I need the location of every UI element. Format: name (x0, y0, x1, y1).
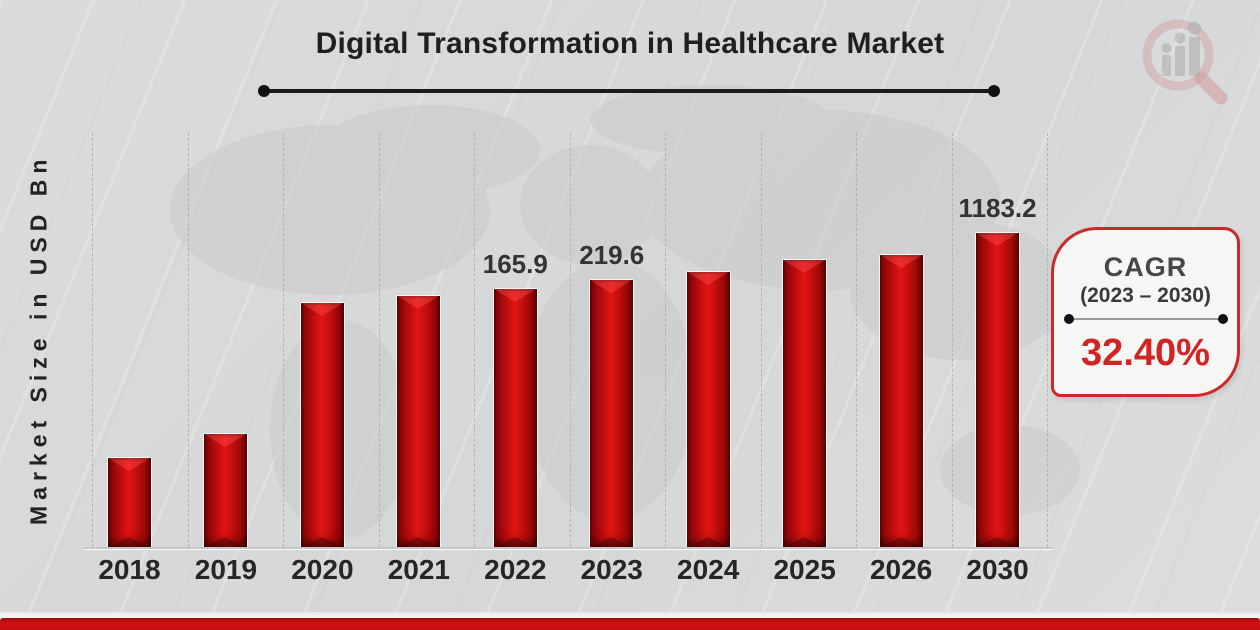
gridline (665, 133, 666, 547)
bar-top-bevel (590, 280, 633, 293)
cagr-box: CAGR (2023 – 2030) 32.40% (1051, 227, 1240, 397)
bar-bottom-bevel (397, 537, 440, 548)
bar-bottom-bevel (686, 537, 729, 548)
bar-2024 (686, 272, 730, 548)
value-label-2022: 165.9 (482, 249, 548, 279)
x-tick-2023: 2023 (580, 554, 643, 585)
bar-2022 (493, 289, 537, 548)
cagr-heading: CAGR (1103, 252, 1188, 282)
gridline (951, 133, 953, 547)
bar-top-bevel (493, 289, 536, 302)
x-tick-2018: 2018 (98, 554, 161, 585)
cagr-period: (2023 – 2030) (1080, 284, 1211, 307)
value-label-2030: 1183.2 (958, 193, 1037, 223)
x-tick-2030: 2030 (966, 554, 1029, 585)
bar-2026 (879, 255, 923, 548)
bar-top-bevel (976, 233, 1019, 246)
bar-bottom-bevel (879, 537, 922, 548)
bar-top-bevel (300, 303, 343, 316)
chart-title: Digital Transformation in Healthcare Mar… (315, 27, 945, 60)
bar-top-bevel (204, 434, 247, 447)
bar-top-bevel (397, 296, 440, 309)
value-label-2023: 219.6 (579, 240, 645, 270)
gridline (856, 133, 857, 547)
x-tick-2022: 2022 (484, 554, 547, 585)
title-underline (258, 85, 1000, 97)
x-tick-2020: 2020 (291, 554, 354, 585)
bar-2018 (108, 458, 151, 548)
bar-2030 (976, 233, 1020, 548)
x-tick-2021: 2021 (387, 554, 450, 585)
bar-2021 (397, 296, 441, 548)
bar-bottom-bevel (783, 537, 826, 548)
bar-bottom-bevel (493, 537, 536, 548)
cagr-value: 32.40% (1081, 332, 1210, 374)
cagr-underline (1063, 314, 1228, 324)
footer-red-bar (0, 618, 1260, 630)
gridline (1047, 133, 1048, 547)
footer-highlight-band (0, 612, 1260, 618)
gridline (760, 133, 762, 547)
bar-bottom-bevel (204, 537, 247, 548)
bar-2020 (300, 303, 344, 548)
bar-bottom-bevel (976, 537, 1019, 548)
bar-2019 (204, 434, 248, 548)
x-axis-line (84, 547, 1053, 549)
bar-top-bevel (108, 458, 150, 471)
gridline (92, 133, 93, 547)
gridline (378, 133, 380, 547)
x-tick-2025: 2025 (773, 554, 836, 585)
logo-magnifier-icon (1142, 19, 1228, 105)
gridline (474, 133, 475, 547)
gridline (283, 133, 284, 547)
x-tick-2024: 2024 (677, 554, 740, 585)
bar-2025 (783, 260, 827, 548)
bar-top-bevel (783, 260, 826, 273)
bar-2023 (590, 280, 634, 548)
bar-top-bevel (686, 272, 729, 285)
gridline (569, 133, 571, 547)
bar-bottom-bevel (590, 537, 633, 548)
bar-top-bevel (879, 255, 922, 268)
x-tick-2026: 2026 (869, 554, 933, 585)
gridline (187, 133, 189, 547)
x-tick-2019: 2019 (194, 554, 258, 585)
bar-bottom-bevel (108, 537, 150, 548)
bar-bottom-bevel (300, 537, 343, 548)
